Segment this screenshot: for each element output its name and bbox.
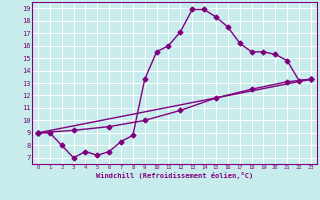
X-axis label: Windchill (Refroidissement éolien,°C): Windchill (Refroidissement éolien,°C)	[96, 172, 253, 179]
